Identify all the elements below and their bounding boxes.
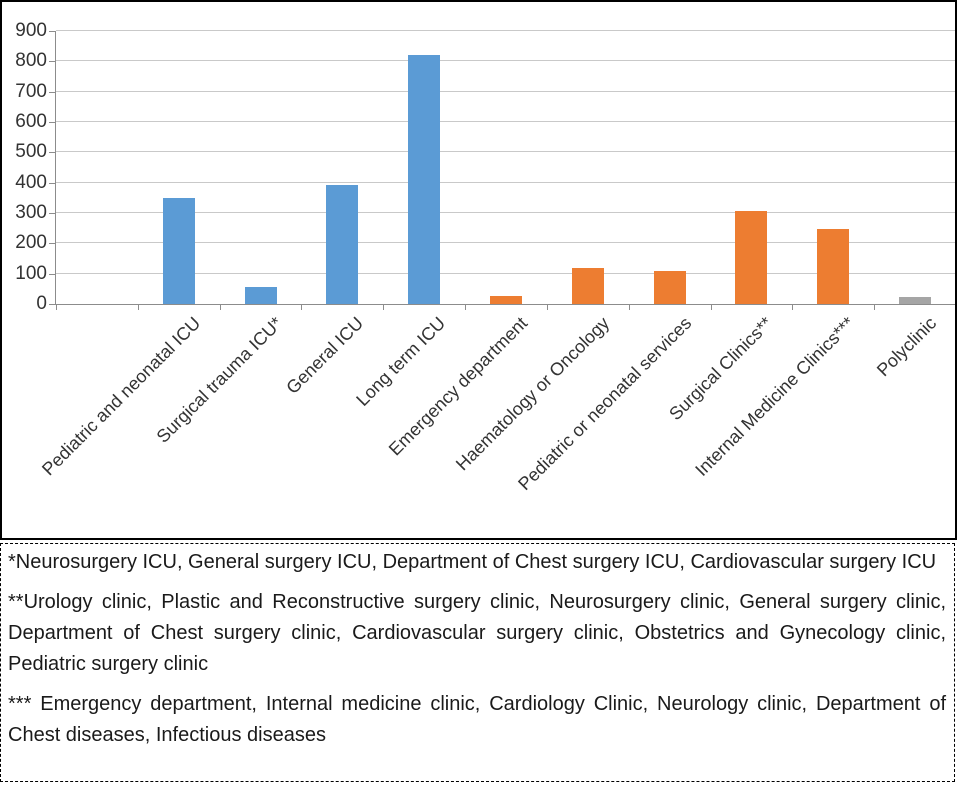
footnote-3: *** Emergency department, Internal medic…	[8, 693, 946, 746]
y-axis-label: 500	[15, 141, 47, 163]
x-axis-label: Pediatric or neonatal services	[514, 313, 696, 495]
x-axis-label: Pediatric and neonatal ICU	[37, 313, 205, 480]
y-axis-label: 400	[15, 171, 47, 193]
bar-long-term-icu	[408, 55, 440, 304]
y-axis-label: 700	[15, 80, 47, 102]
x-tick	[547, 304, 548, 310]
y-tick	[49, 61, 55, 63]
y-tick	[49, 152, 55, 154]
gridline	[56, 90, 955, 92]
x-tick	[383, 304, 384, 310]
bar-surgical-clinics	[735, 211, 767, 304]
x-tick	[465, 304, 466, 310]
x-axis-label: General ICU	[282, 313, 368, 398]
y-axis-label: 800	[15, 50, 47, 72]
bar-emergency-department	[490, 296, 522, 304]
footnotes-box: *Neurosurgery ICU, General surgery ICU, …	[0, 543, 955, 782]
x-tick	[629, 304, 630, 310]
x-axis-label: Polyclinic	[872, 313, 941, 381]
bar-haematology-or-oncology	[572, 268, 604, 304]
gridline	[56, 272, 955, 274]
x-tick	[56, 304, 57, 310]
y-tick	[49, 182, 55, 184]
gridline	[56, 30, 955, 31]
y-axis-label: 600	[15, 111, 47, 132]
y-axis-label: 100	[15, 262, 47, 284]
footnote-2: **Urology clinic, Plastic and Reconstruc…	[8, 591, 946, 675]
x-tick	[138, 304, 139, 310]
gridline	[56, 242, 955, 244]
y-tick	[49, 31, 55, 32]
y-tick	[49, 213, 55, 214]
gridline	[56, 151, 955, 153]
x-tick	[301, 304, 302, 310]
y-tick	[49, 304, 55, 305]
y-tick	[49, 273, 55, 275]
bar-general-icu	[326, 185, 358, 304]
gridline	[56, 60, 955, 62]
gridline	[56, 181, 955, 183]
y-tick	[49, 91, 55, 93]
x-axis-label: Emergency department	[384, 313, 532, 460]
x-tick	[874, 304, 875, 310]
y-axis-label: 900	[15, 20, 47, 41]
bar-chart: 0 100 200 300 400 500 600 700 800 900 Pediatric an…	[0, 0, 957, 540]
y-axis-label: 300	[15, 202, 47, 223]
gridline	[56, 212, 955, 213]
bar-surgical-trauma-icu	[245, 287, 277, 304]
bar-pediatric-or-neonatal-services	[654, 271, 686, 304]
y-axis-label: 200	[15, 232, 47, 254]
gridline	[56, 121, 955, 122]
x-axis-label: Internal Medicine Clinics***	[691, 313, 859, 480]
y-tick	[49, 122, 55, 123]
x-tick	[220, 304, 221, 310]
plot-area	[55, 30, 955, 310]
y-tick	[49, 243, 55, 245]
footnote-1: *Neurosurgery ICU, General surgery ICU, …	[8, 551, 937, 573]
x-tick	[711, 304, 712, 310]
x-axis-label: Haematology or Oncology	[451, 313, 614, 475]
y-axis-label: 0	[36, 293, 47, 314]
bar-pediatric-and-neonatal-icu	[163, 198, 195, 304]
bar-internal-medicine-clinics	[817, 229, 849, 304]
x-tick	[792, 304, 793, 310]
bar-polyclinic	[899, 297, 931, 304]
